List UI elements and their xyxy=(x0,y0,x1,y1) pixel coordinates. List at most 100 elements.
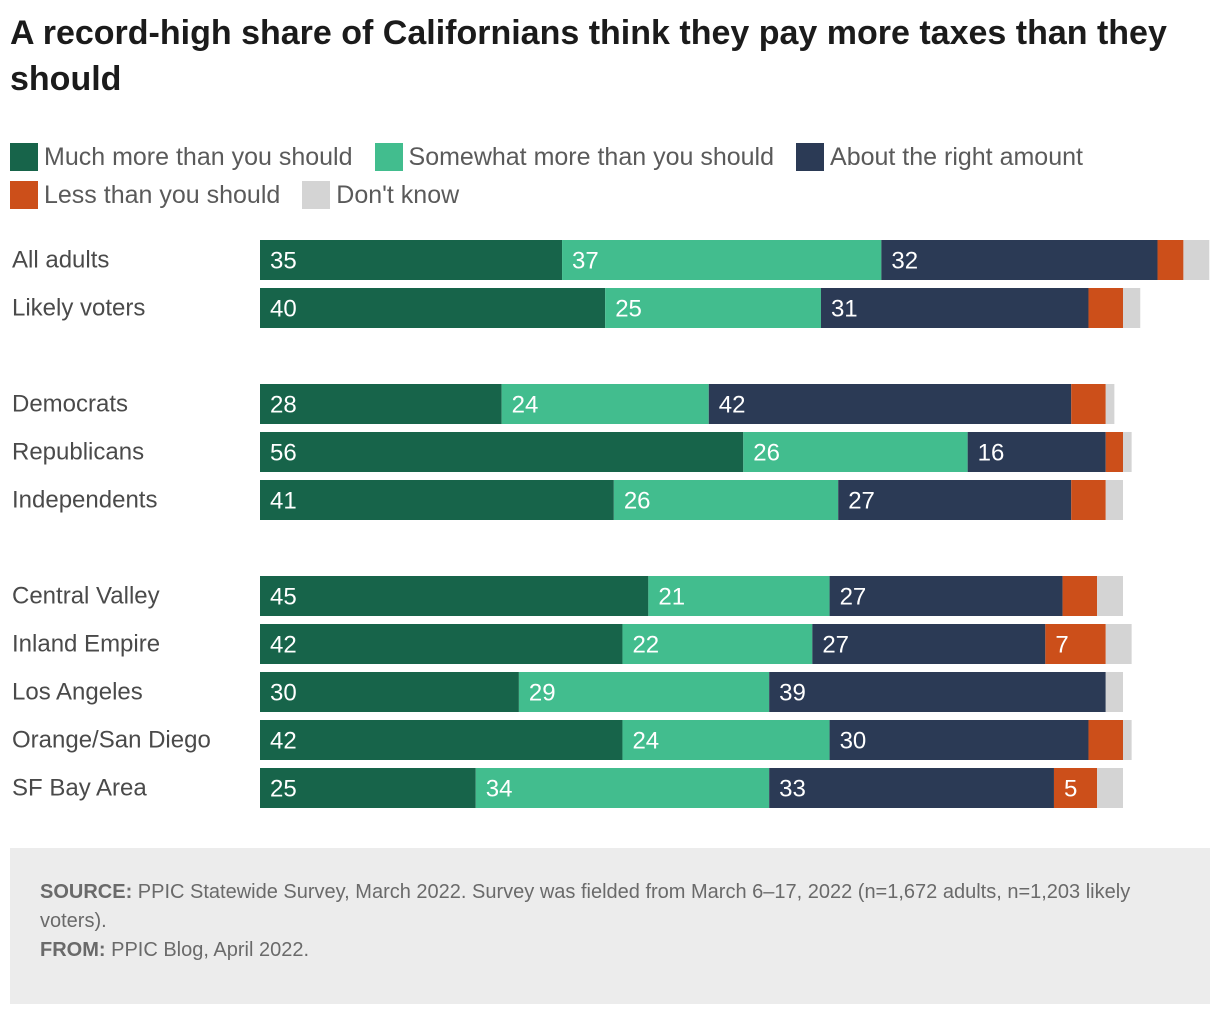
bar-segment xyxy=(1105,672,1123,712)
bar-segment xyxy=(829,720,1089,760)
data-label: 27 xyxy=(822,632,849,659)
bar-row: Central Valley 45 21 27 xyxy=(12,576,1123,616)
data-label: 26 xyxy=(753,440,780,467)
from-note: FROM: PPIC Blog, April 2022. xyxy=(40,936,1180,965)
chart-title: A record-high share of Californians thin… xyxy=(10,14,1167,98)
bar-segment xyxy=(829,576,1063,616)
data-label: 26 xyxy=(624,488,651,515)
bar-segment xyxy=(1105,384,1115,424)
bar-segment xyxy=(1183,240,1210,280)
data-label: 40 xyxy=(270,296,297,323)
bar-segment xyxy=(475,768,770,808)
data-label: 32 xyxy=(891,248,918,275)
bar-segment xyxy=(622,720,830,760)
source-text: PPIC Statewide Survey, March 2022. Surve… xyxy=(40,881,1131,932)
legend-swatch-about-right xyxy=(796,143,825,171)
legend-label-dont-know: Don't know xyxy=(336,180,460,209)
bar-segment xyxy=(708,384,1072,424)
legend-label-about-right: About the right amount xyxy=(830,142,1083,171)
category-label: Central Valley xyxy=(12,583,160,610)
bar-segment xyxy=(1097,768,1123,808)
data-label: 56 xyxy=(270,440,297,467)
bar-segment xyxy=(1123,432,1132,472)
data-label: 22 xyxy=(632,632,659,659)
bar-segment xyxy=(1123,720,1132,760)
data-label: 42 xyxy=(270,728,297,755)
bar-segment xyxy=(1157,240,1184,280)
bar-segment xyxy=(613,480,839,520)
bar-segment xyxy=(1123,288,1141,328)
legend-label-much-more: Much more than you should xyxy=(44,142,353,171)
legend-swatch-much-more xyxy=(10,143,38,171)
data-label: 30 xyxy=(840,728,867,755)
category-label: Inland Empire xyxy=(12,631,160,658)
bar-segment xyxy=(260,288,606,328)
data-label: 42 xyxy=(270,632,297,659)
bar-segment xyxy=(820,288,1089,328)
bar-segment xyxy=(260,624,623,664)
legend-item-somewhat-more: Somewhat more than you should xyxy=(374,142,775,172)
bar-segment xyxy=(967,432,1106,472)
legend-row: Less than you should Don't know xyxy=(10,176,1210,214)
data-label: 33 xyxy=(779,776,806,803)
data-label: 5 xyxy=(1064,776,1077,803)
stacked-bar-chart: All adults 35 37 32 Likely voters 40 25 31 Democ… xyxy=(12,240,1210,808)
bar-segment xyxy=(562,240,882,280)
data-label: 25 xyxy=(615,296,642,323)
bar-segment xyxy=(838,480,1072,520)
source-box: SOURCE: PPIC Statewide Survey, March 202… xyxy=(10,848,1210,1004)
bar-segment xyxy=(260,720,623,760)
legend-swatch-less xyxy=(10,181,38,209)
bar-segment xyxy=(769,768,1054,808)
bar-row: Likely voters 40 25 31 xyxy=(12,288,1141,328)
data-label: 27 xyxy=(840,584,867,611)
from-text: PPIC Blog, April 2022. xyxy=(111,939,309,961)
legend: Much more than you should Somewhat more … xyxy=(10,138,1210,214)
data-label: 7 xyxy=(1055,632,1068,659)
category-label: Orange/San Diego xyxy=(12,727,211,754)
bar-segment xyxy=(501,384,709,424)
data-label: 41 xyxy=(270,488,297,515)
data-label: 37 xyxy=(572,248,599,275)
data-label: 35 xyxy=(270,248,297,275)
legend-item-dont-know: Don't know xyxy=(302,181,459,210)
category-label: Independents xyxy=(12,487,157,514)
legend-item-about-right: About the right amount xyxy=(796,143,1083,172)
legend-swatch-somewhat-more xyxy=(374,143,403,171)
data-label: 42 xyxy=(719,392,746,419)
data-label: 21 xyxy=(658,584,685,611)
data-label: 24 xyxy=(512,392,539,419)
legend-row: Much more than you should Somewhat more … xyxy=(10,138,1210,176)
data-label: 30 xyxy=(270,680,297,707)
bar-segment xyxy=(1088,720,1123,760)
data-label: 28 xyxy=(270,392,297,419)
bar-segment xyxy=(1105,480,1123,520)
bar-row: Independents 41 26 27 xyxy=(12,480,1123,520)
bar-segment xyxy=(1071,384,1106,424)
legend-item-much-more: Much more than you should xyxy=(10,143,353,172)
bar-segment xyxy=(648,576,830,616)
bar-segment xyxy=(260,432,744,472)
category-label: Los Angeles xyxy=(12,679,143,706)
bar-segment xyxy=(260,480,614,520)
bar-segment xyxy=(260,240,563,280)
bar-segment xyxy=(1062,576,1098,616)
category-label: Republicans xyxy=(12,439,144,466)
source-note: SOURCE: PPIC Statewide Survey, March 202… xyxy=(40,878,1180,936)
from-label: FROM: xyxy=(40,939,106,961)
bar-row: SF Bay Area 25 34 33 5 xyxy=(12,768,1123,808)
bar-segment xyxy=(1105,432,1123,472)
bar-row: Inland Empire 42 22 27 7 xyxy=(12,624,1132,664)
data-label: 34 xyxy=(486,776,513,803)
data-label: 31 xyxy=(831,296,858,323)
bar-segment xyxy=(743,432,968,472)
legend-label-somewhat-more: Somewhat more than you should xyxy=(408,142,775,171)
bar-row: All adults 35 37 32 xyxy=(12,240,1210,280)
bar-segment xyxy=(260,672,519,712)
category-label: SF Bay Area xyxy=(12,775,147,802)
bar-segment xyxy=(605,288,821,328)
data-label: 39 xyxy=(779,680,806,707)
bar-segment xyxy=(518,672,770,712)
bar-segment xyxy=(1097,576,1123,616)
bar-segment xyxy=(260,384,502,424)
